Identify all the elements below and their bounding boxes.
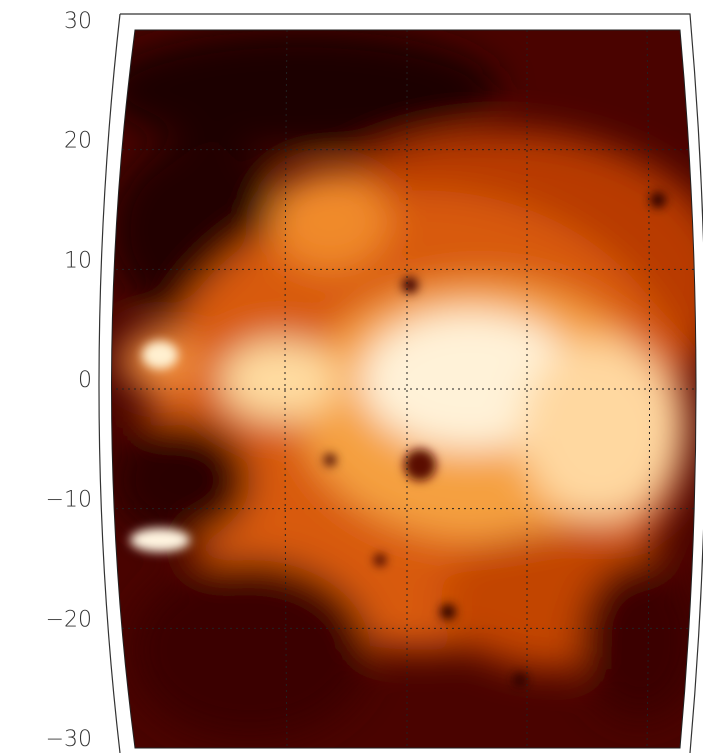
y-tick-label: 0	[78, 368, 92, 393]
y-tick-label: −30	[46, 727, 92, 752]
y-tick-label: 30	[64, 9, 92, 34]
sky-map	[80, 20, 703, 753]
y-tick-label: 10	[64, 248, 92, 273]
y-tick-label: −10	[46, 488, 92, 513]
y-tick-label: 20	[64, 129, 92, 154]
chart: −30 −20 −10 0 10 20 30	[0, 0, 703, 753]
y-tick-label: −20	[46, 607, 92, 632]
